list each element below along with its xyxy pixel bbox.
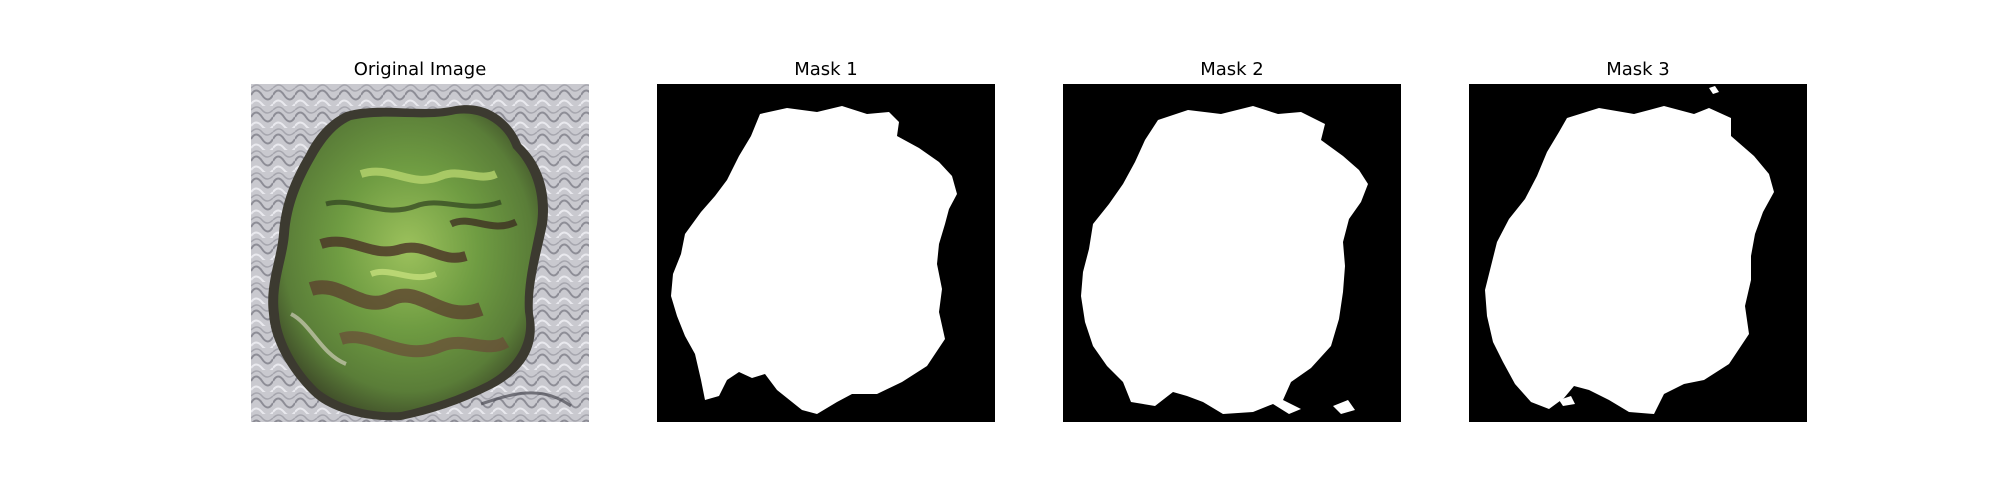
mask2-graphic xyxy=(1063,84,1401,422)
mask1-graphic xyxy=(657,84,995,422)
mask3-image xyxy=(1469,84,1807,422)
panel-title-original: Original Image xyxy=(353,59,487,80)
mask1-image xyxy=(657,84,995,422)
original-image xyxy=(251,84,589,422)
panel-title-mask2: Mask 2 xyxy=(1200,59,1264,80)
mask3-graphic xyxy=(1469,84,1807,422)
original-image-graphic xyxy=(251,84,589,422)
panel-title-mask1: Mask 1 xyxy=(794,59,858,80)
mask2-image xyxy=(1063,84,1401,422)
panel-title-mask3: Mask 3 xyxy=(1606,59,1670,80)
